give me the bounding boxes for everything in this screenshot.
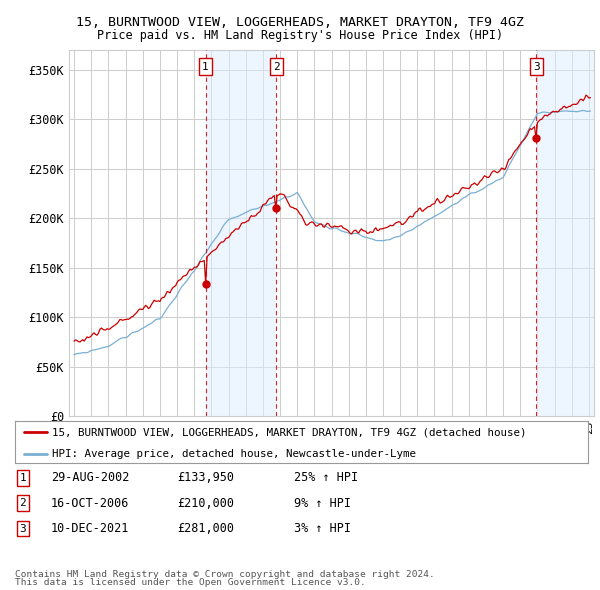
Text: 3: 3 xyxy=(533,61,540,71)
Text: £281,000: £281,000 xyxy=(177,522,234,535)
Text: 1: 1 xyxy=(202,61,209,71)
Text: £133,950: £133,950 xyxy=(177,471,234,484)
Bar xyxy=(206,50,277,416)
Text: 15, BURNTWOOD VIEW, LOGGERHEADS, MARKET DRAYTON, TF9 4GZ: 15, BURNTWOOD VIEW, LOGGERHEADS, MARKET … xyxy=(76,16,524,29)
Text: Price paid vs. HM Land Registry's House Price Index (HPI): Price paid vs. HM Land Registry's House … xyxy=(97,29,503,42)
Text: 3% ↑ HPI: 3% ↑ HPI xyxy=(294,522,351,535)
Text: HPI: Average price, detached house, Newcastle-under-Lyme: HPI: Average price, detached house, Newc… xyxy=(52,449,416,459)
Text: 9% ↑ HPI: 9% ↑ HPI xyxy=(294,497,351,510)
Text: 29-AUG-2002: 29-AUG-2002 xyxy=(51,471,130,484)
Text: 16-OCT-2006: 16-OCT-2006 xyxy=(51,497,130,510)
Text: £210,000: £210,000 xyxy=(177,497,234,510)
Text: This data is licensed under the Open Government Licence v3.0.: This data is licensed under the Open Gov… xyxy=(15,578,366,588)
Text: 1: 1 xyxy=(19,473,26,483)
Text: 15, BURNTWOOD VIEW, LOGGERHEADS, MARKET DRAYTON, TF9 4GZ (detached house): 15, BURNTWOOD VIEW, LOGGERHEADS, MARKET … xyxy=(52,427,527,437)
Text: 2: 2 xyxy=(19,499,26,508)
Bar xyxy=(536,50,594,416)
Text: 3: 3 xyxy=(19,524,26,533)
Text: 25% ↑ HPI: 25% ↑ HPI xyxy=(294,471,358,484)
Text: 10-DEC-2021: 10-DEC-2021 xyxy=(51,522,130,535)
Text: Contains HM Land Registry data © Crown copyright and database right 2024.: Contains HM Land Registry data © Crown c… xyxy=(15,569,435,579)
Text: 2: 2 xyxy=(273,61,280,71)
